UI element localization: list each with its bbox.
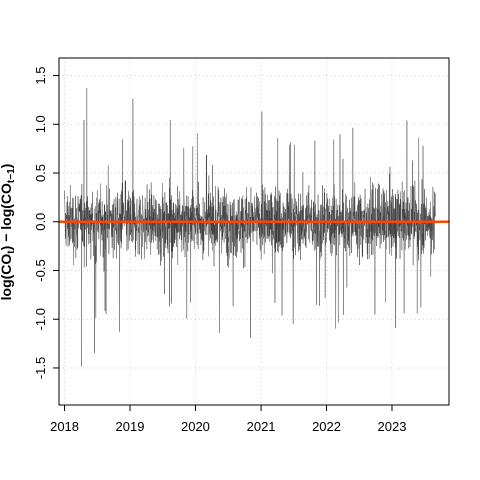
y-tick-label: -1.5 bbox=[33, 357, 48, 379]
series-line bbox=[64, 88, 436, 367]
x-axis: 2018 2019 2020 2021 2022 2023 bbox=[50, 404, 407, 434]
x-tick-label-2023: 2023 bbox=[378, 419, 407, 434]
x-tick-label-2021: 2021 bbox=[247, 419, 276, 434]
x-tick-label-2018: 2018 bbox=[50, 419, 79, 434]
y-tick-label: 0.0 bbox=[33, 213, 48, 231]
y-axis: -1.5 -1.0 -0.5 0.0 0.5 1.0 1.5 bbox=[33, 67, 60, 379]
y-axis-title: log(COt) − log(COt−1) bbox=[0, 164, 17, 301]
x-tick-label-2020: 2020 bbox=[181, 419, 210, 434]
y-tick-label: -0.5 bbox=[33, 259, 48, 281]
x-tick-label-2019: 2019 bbox=[116, 419, 145, 434]
series-log-return bbox=[64, 88, 436, 367]
x-tick-label-2022: 2022 bbox=[312, 419, 341, 434]
y-tick-label: 1.0 bbox=[33, 115, 48, 133]
y-tick-label: 1.5 bbox=[33, 67, 48, 85]
y-tick-label: 0.5 bbox=[33, 164, 48, 182]
y-tick-label: -1.0 bbox=[33, 308, 48, 330]
